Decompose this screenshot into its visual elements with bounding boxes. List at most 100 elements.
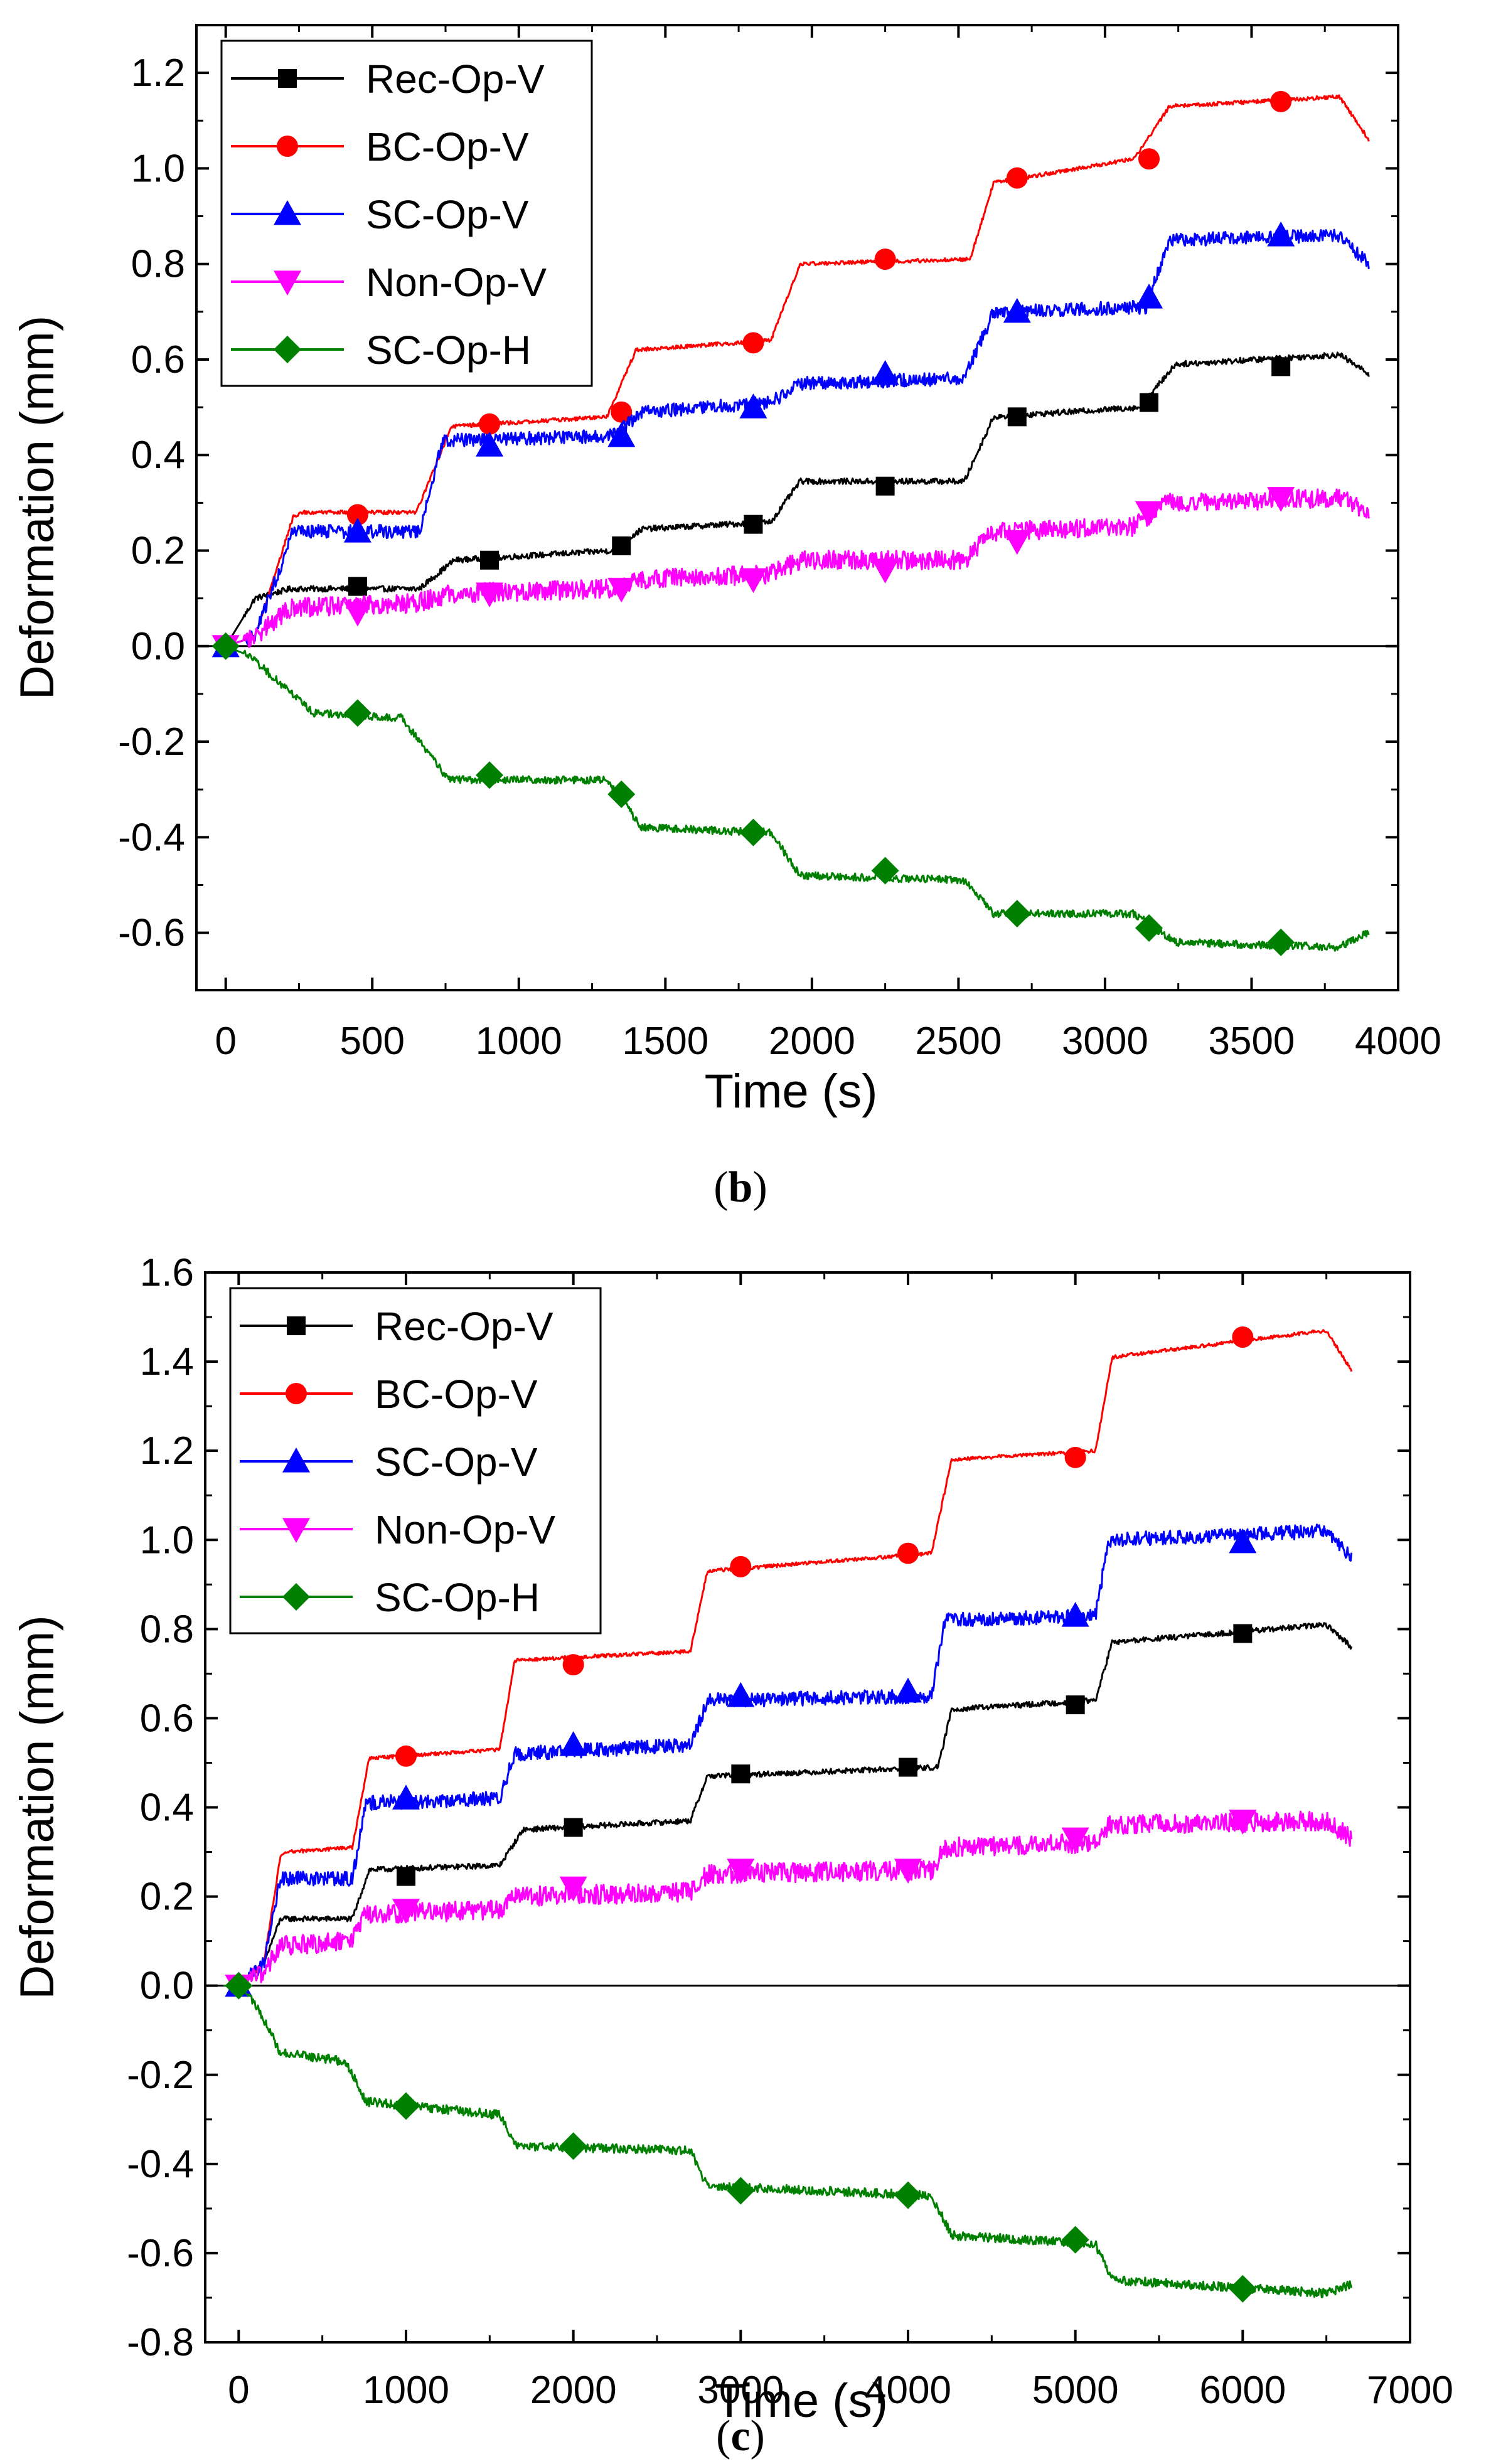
- data-point-sc-op-v: [739, 393, 767, 419]
- y-tick-label: 0.0: [140, 1965, 194, 2008]
- x-tick-label: 1000: [363, 2369, 449, 2412]
- data-point-rec-op-v: [731, 1764, 751, 1784]
- y-tick-label: 1.0: [131, 147, 185, 190]
- data-point-non-op-v: [476, 582, 504, 608]
- data-point-bc-op-v: [742, 332, 764, 354]
- data-point-sc-op-v: [871, 360, 899, 385]
- series-sc-op-h: [211, 632, 1370, 956]
- x-tick-label: 1000: [476, 1020, 562, 1063]
- data-point-rec-op-v: [899, 1757, 917, 1777]
- y-axis: -0.6 -0.4 -0.2 0.0 0.2 0.4 0.6 0.8 1.0 1.2: [118, 51, 1398, 955]
- x-tick-label: 2000: [769, 1020, 855, 1063]
- data-point-sc-op-h: [225, 1971, 253, 2000]
- y-tick-label: -0.4: [127, 2143, 194, 2186]
- y-tick-label: 0.6: [131, 338, 185, 381]
- data-point-sc-op-h: [727, 2177, 755, 2205]
- chart-panel-b: 0 500 1000 1500 2000 2500 3000 3500 4000 -0.6 -0.4…: [11, 24, 1441, 1212]
- legend-marker-non-op-v: [274, 270, 301, 296]
- y-tick-label: 0.8: [131, 243, 185, 286]
- data-point-sc-op-h: [392, 2092, 420, 2120]
- data-point-sc-op-h: [607, 780, 636, 808]
- y-tick-label: -0.2: [127, 2054, 194, 2097]
- data-point-sc-op-v: [392, 1784, 420, 1810]
- data-point-sc-op-v: [559, 1731, 587, 1756]
- data-point-rec-op-v: [564, 1818, 583, 1837]
- data-point-sc-op-h: [871, 856, 899, 885]
- data-point-rec-op-v: [348, 577, 367, 596]
- y-tick-label: 0.2: [131, 530, 185, 573]
- data-point-rec-op-v: [397, 1867, 415, 1886]
- data-point-sc-op-h: [1229, 2275, 1257, 2303]
- x-axis: 0 1000 2000 3000 4000 5000 6000 7000: [228, 1272, 1453, 2412]
- x-tick-label: 0: [215, 1020, 236, 1063]
- data-point-bc-op-v: [1270, 90, 1292, 112]
- data-point-sc-op-h: [211, 632, 240, 660]
- x-axis-title: Time (s): [705, 1065, 878, 1118]
- y-tick-label: 1.2: [140, 1429, 194, 1473]
- series-line-bc-op-v: [214, 94, 1370, 648]
- data-point-sc-op-v: [343, 518, 371, 543]
- y-tick-label: 1.6: [140, 1251, 194, 1294]
- data-point-rec-op-v: [612, 536, 631, 555]
- x-tick-label: 3500: [1208, 1020, 1295, 1063]
- data-point-bc-op-v: [395, 1745, 417, 1767]
- legend: Rec-Op-V BC-Op-V SC-Op-V Non-Op-V SC-Op-H: [220, 40, 593, 387]
- legend-marker-sc-op-v: [282, 1448, 310, 1473]
- y-tick-label: 0.6: [140, 1697, 194, 1740]
- legend-marker-bc-op-v: [286, 1383, 307, 1404]
- data-point-rec-op-v: [1233, 1624, 1253, 1643]
- series-line-sc-op-v: [214, 228, 1370, 648]
- series-line-non-op-v: [214, 488, 1370, 648]
- x-axis: 0 500 1000 1500 2000 2500 3000 3500 4000: [215, 25, 1441, 1063]
- data-point-sc-op-h: [1267, 928, 1295, 956]
- legend-label-rec-op-v: Rec-Op-V: [366, 56, 545, 102]
- legend-label-sc-op-v: SC-Op-V: [375, 1439, 538, 1485]
- y-tick-label: 1.4: [140, 1340, 194, 1384]
- data-point-sc-op-h: [476, 761, 504, 789]
- legend-marker-rec-op-v: [278, 69, 297, 88]
- legend-label-non-op-v: Non-Op-V: [366, 260, 547, 305]
- data-point-sc-op-h: [894, 2181, 922, 2209]
- data-point-non-op-v: [894, 1859, 922, 1884]
- x-tick-label: 3000: [697, 2369, 784, 2412]
- data-point-rec-op-v: [1007, 407, 1027, 427]
- x-axis-title: Time (s): [715, 2374, 888, 2428]
- data-point-bc-op-v: [479, 413, 501, 435]
- legend-label-rec-op-v: Rec-Op-V: [375, 1304, 553, 1349]
- data-point-bc-op-v: [611, 401, 633, 423]
- data-point-sc-op-h: [343, 699, 371, 727]
- series-line-rec-op-v: [214, 351, 1370, 648]
- data-point-sc-op-v: [894, 1677, 922, 1703]
- data-point-sc-op-v: [727, 1682, 755, 1707]
- legend-label-sc-op-v: SC-Op-V: [366, 192, 529, 237]
- y-axis-title: Deformation (mm): [11, 316, 64, 700]
- data-point-non-op-v: [607, 577, 636, 603]
- y-tick-label: -0.6: [118, 912, 185, 955]
- x-tick-label: 4000: [865, 2369, 951, 2412]
- x-tick-label: 7000: [1367, 2369, 1453, 2412]
- data-point-rec-op-v: [875, 476, 895, 496]
- data-point-sc-op-h: [1061, 2226, 1089, 2254]
- legend-label-bc-op-v: BC-Op-V: [366, 124, 529, 169]
- data-point-sc-op-v: [1229, 1528, 1257, 1554]
- data-point-sc-op-v: [607, 422, 636, 447]
- data-point-bc-op-v: [874, 248, 896, 270]
- x-tick-label: 6000: [1199, 2369, 1286, 2412]
- y-tick-label: -0.4: [118, 816, 185, 859]
- data-point-sc-op-v: [1061, 1602, 1089, 1627]
- y-tick-label: 1.0: [140, 1518, 194, 1562]
- data-point-bc-op-v: [1064, 1446, 1086, 1468]
- y-tick-label: 0.0: [131, 625, 185, 668]
- x-tick-label: 0: [228, 2369, 249, 2412]
- data-point-bc-op-v: [1232, 1326, 1254, 1348]
- x-tick-label: 2000: [530, 2369, 617, 2412]
- legend-label-sc-op-h: SC-Op-H: [375, 1575, 540, 1620]
- y-tick-label: 0.4: [140, 1786, 194, 1830]
- y-axis-title: Deformation (mm): [11, 1615, 64, 1999]
- y-tick-label: 0.2: [140, 1875, 194, 1919]
- data-point-non-op-v: [392, 1899, 420, 1924]
- data-point-rec-op-v: [744, 515, 763, 534]
- x-tick-label: 4000: [1355, 1020, 1441, 1063]
- series-bc-op-v: [223, 1326, 1353, 1997]
- y-tick-label: -0.2: [118, 720, 185, 764]
